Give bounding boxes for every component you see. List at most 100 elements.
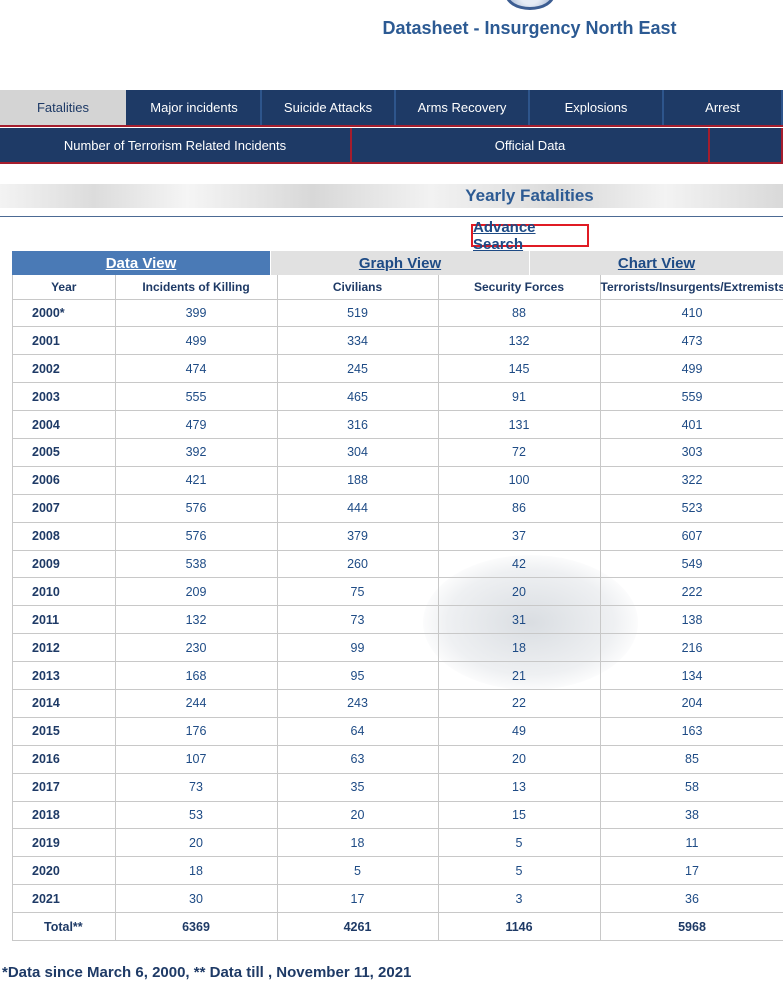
total-label: Total** <box>13 912 116 940</box>
table-row: 2019 20 18 5 11 <box>13 828 783 858</box>
value-cell: 21 <box>438 661 601 690</box>
table-row: 2011 132 73 31 138 <box>13 605 783 635</box>
view-switcher: Data View Graph View Chart View <box>12 251 783 275</box>
footnote: *Data since March 6, 2000, ** Data till … <box>2 964 412 981</box>
table-header-row: Year Incidents of Killing Civilians Securit… <box>13 275 783 300</box>
value-cell: 499 <box>600 354 783 384</box>
value-cell: 132 <box>115 605 278 635</box>
tab-number-of-terrorism-related-incidents[interactable]: Number of Terrorism Related Incidents <box>0 128 352 162</box>
value-cell: 134 <box>600 661 783 690</box>
value-cell: 410 <box>600 299 783 328</box>
value-cell: 17 <box>600 856 783 886</box>
value-cell: 107 <box>115 745 278 774</box>
value-cell: 75 <box>277 577 439 607</box>
section-title: Yearly Fatalities <box>465 186 594 205</box>
advance-search-link[interactable]: Advance Search <box>471 219 589 253</box>
year-cell: 2016 <box>13 745 116 774</box>
year-cell: 2018 <box>13 801 116 830</box>
table-row: 2008 576 379 37 607 <box>13 522 783 551</box>
value-cell: 73 <box>277 605 439 635</box>
total-row: Total** 6369 4261 1146 5968 <box>13 912 783 940</box>
total-value: 4261 <box>277 912 439 940</box>
table-row: 2003 555 465 91 559 <box>13 382 783 412</box>
value-cell: 334 <box>277 326 439 356</box>
tab-arms-recovery[interactable]: Arms Recovery <box>396 90 530 125</box>
value-cell: 304 <box>277 438 439 467</box>
data-view-tab[interactable]: Data View <box>12 251 270 275</box>
value-cell: 20 <box>438 745 601 774</box>
value-cell: 18 <box>277 828 439 858</box>
value-cell: 576 <box>115 494 278 523</box>
table-row: 2006 421 188 100 322 <box>13 466 783 495</box>
table-row: 2015 176 64 49 163 <box>13 717 783 746</box>
value-cell: 35 <box>277 773 439 802</box>
value-cell: 49 <box>438 717 601 746</box>
year-cell: 2007 <box>13 494 116 523</box>
year-cell: 2001 <box>13 326 116 356</box>
value-cell: 230 <box>115 633 278 663</box>
value-cell: 38 <box>600 801 783 830</box>
value-cell: 392 <box>115 438 278 467</box>
value-cell: 138 <box>600 605 783 635</box>
divider <box>0 216 783 217</box>
column-header: Incidents of Killing <box>115 275 278 300</box>
fatalities-table: Year Incidents of Killing Civilians Securit… <box>13 275 783 940</box>
tab-fatalities[interactable]: Fatalities <box>0 90 128 125</box>
tab-suicide-attacks[interactable]: Suicide Attacks <box>262 90 396 125</box>
value-cell: 474 <box>115 354 278 384</box>
value-cell: 63 <box>277 745 439 774</box>
value-cell: 64 <box>277 717 439 746</box>
value-cell: 95 <box>277 661 439 690</box>
primary-nav: Fatalities Major incidents Suicide Attacks… <box>0 90 783 127</box>
tab-major-incidents[interactable]: Major incidents <box>128 90 262 125</box>
table-row: 2005 392 304 72 303 <box>13 438 783 467</box>
table-row: 2007 576 444 86 523 <box>13 494 783 523</box>
year-cell: 2000* <box>13 299 116 328</box>
value-cell: 444 <box>277 494 439 523</box>
tab-explosions[interactable]: Explosions <box>530 90 664 125</box>
table-row: 2000* 399 519 88 410 <box>13 299 783 328</box>
value-cell: 303 <box>600 438 783 467</box>
value-cell: 11 <box>600 828 783 858</box>
graph-view-tab[interactable]: Graph View <box>270 251 529 275</box>
table-row: 2014 244 243 22 204 <box>13 689 783 718</box>
table-row: 2004 479 316 131 401 <box>13 410 783 439</box>
tab-official-data[interactable]: Official Data <box>352 128 710 162</box>
value-cell: 401 <box>600 410 783 439</box>
value-cell: 473 <box>600 326 783 356</box>
chart-view-tab[interactable]: Chart View <box>529 251 783 275</box>
year-cell: 2002 <box>13 354 116 384</box>
year-cell: 2004 <box>13 410 116 439</box>
value-cell: 322 <box>600 466 783 495</box>
secondary-nav: Number of Terrorism Related Incidents Off… <box>0 128 783 164</box>
column-header: Terrorists/Insurgents/Extremists <box>600 275 783 300</box>
year-cell: 2017 <box>13 773 116 802</box>
year-cell: 2006 <box>13 466 116 495</box>
tab-arrest[interactable]: Arrest <box>664 90 783 125</box>
year-cell: 2013 <box>13 661 116 690</box>
value-cell: 22 <box>438 689 601 718</box>
year-cell: 2009 <box>13 550 116 579</box>
tab-blank[interactable] <box>710 128 783 162</box>
value-cell: 519 <box>277 299 439 328</box>
table-row: 2016 107 63 20 85 <box>13 745 783 774</box>
table-row: 2010 209 75 20 222 <box>13 577 783 607</box>
year-cell: 2015 <box>13 717 116 746</box>
value-cell: 99 <box>277 633 439 663</box>
year-cell: 2010 <box>13 577 116 607</box>
value-cell: 176 <box>115 717 278 746</box>
site-logo <box>505 0 555 10</box>
value-cell: 20 <box>115 828 278 858</box>
year-cell: 2020 <box>13 856 116 886</box>
value-cell: 145 <box>438 354 601 384</box>
value-cell: 15 <box>438 801 601 830</box>
value-cell: 168 <box>115 661 278 690</box>
value-cell: 86 <box>438 494 601 523</box>
value-cell: 549 <box>600 550 783 579</box>
total-value: 6369 <box>115 912 278 940</box>
value-cell: 17 <box>277 884 439 914</box>
column-header: Civilians <box>277 275 439 300</box>
value-cell: 538 <box>115 550 278 579</box>
total-value: 1146 <box>438 912 601 940</box>
value-cell: 18 <box>115 856 278 886</box>
